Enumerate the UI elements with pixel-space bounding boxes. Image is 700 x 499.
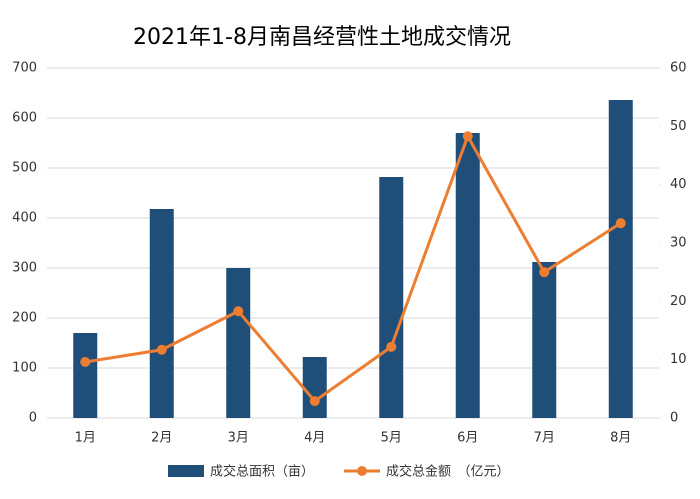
legend-label: 成交总金额 （亿元） (386, 464, 510, 480)
bar (149, 209, 174, 418)
bar (608, 100, 633, 418)
x-tick-label: 2月 (151, 431, 172, 446)
line-point (615, 218, 626, 229)
bar (73, 333, 98, 418)
y-tick-label: 100 (12, 361, 37, 376)
y2-tick-label: 60 (670, 61, 687, 76)
y2-tick-label: 20 (670, 294, 687, 309)
legend-label: 成交总面积（亩） (210, 464, 314, 480)
chart-title: 2021年1-8月南昌经营性土地成交情况 (133, 25, 511, 50)
y2-tick-label: 30 (670, 236, 687, 251)
y2-tick-label: 40 (670, 177, 687, 192)
legend-swatch (357, 466, 368, 476)
line-point (386, 341, 397, 352)
x-tick-label: 8月 (610, 431, 631, 446)
line-point (233, 306, 244, 317)
x-tick-label: 5月 (381, 431, 402, 446)
line-point (80, 357, 91, 367)
line-point (309, 396, 320, 407)
x-tick-label: 3月 (228, 431, 249, 446)
line-point (156, 344, 167, 355)
x-tick-label: 1月 (75, 431, 96, 446)
y-tick-label: 0 (29, 411, 37, 426)
line (85, 132, 622, 404)
y-tick-label: 300 (12, 261, 37, 276)
line-point (462, 131, 473, 142)
x-tick-label: 7月 (534, 431, 555, 446)
bar (532, 262, 557, 418)
x-tick-label: 6月 (457, 431, 478, 446)
y2-tick-label: 0 (670, 411, 678, 426)
y-tick-label: 500 (12, 161, 37, 176)
y-tick-label: 600 (12, 111, 37, 126)
bar (226, 268, 251, 418)
x-tick-label: 4月 (304, 431, 325, 446)
bar (379, 177, 404, 418)
legend-swatch (168, 465, 204, 477)
y-tick-label: 700 (12, 61, 37, 76)
y2-tick-label: 10 (670, 352, 687, 367)
y2-tick-label: 50 (670, 119, 687, 134)
line-point (539, 267, 550, 278)
bar (302, 357, 327, 418)
y-tick-label: 200 (12, 311, 37, 326)
bar (455, 133, 480, 418)
y-tick-label: 400 (12, 211, 37, 226)
